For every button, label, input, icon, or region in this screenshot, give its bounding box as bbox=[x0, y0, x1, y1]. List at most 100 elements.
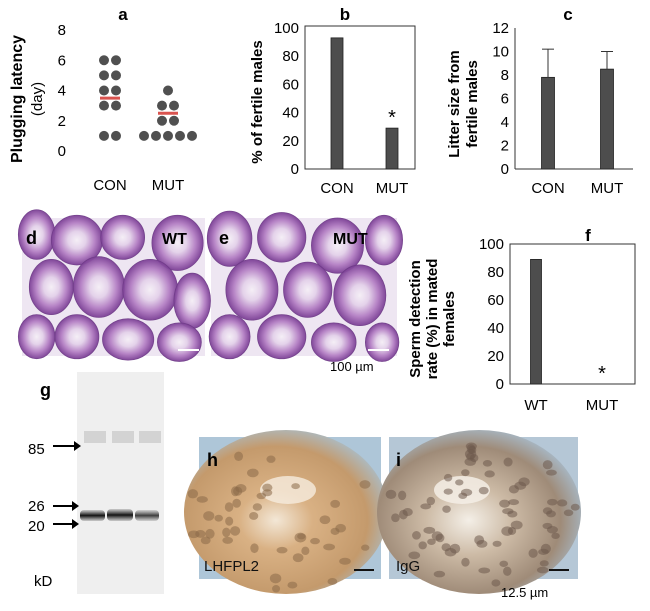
cell-nucleus bbox=[442, 505, 451, 513]
cell-nucleus bbox=[272, 585, 281, 593]
seminiferous-tubule bbox=[333, 264, 387, 327]
chart-b-frame bbox=[304, 25, 416, 170]
seminiferous-tubule bbox=[54, 314, 100, 360]
seminiferous-tubule bbox=[173, 272, 211, 329]
chart-a-point bbox=[99, 100, 109, 111]
chart-b-ytick: 20 bbox=[282, 133, 299, 150]
cell-nucleus bbox=[484, 470, 495, 478]
cell-nucleus bbox=[398, 490, 407, 501]
cell-nucleus bbox=[546, 510, 556, 518]
cell-nucleus bbox=[339, 557, 351, 565]
seminiferous-tubule bbox=[151, 214, 204, 271]
cell-nucleus bbox=[222, 536, 234, 544]
micrograph-e-label: MUT bbox=[333, 231, 368, 248]
panel-label-e: e bbox=[219, 228, 229, 248]
cell-nucleus bbox=[292, 553, 304, 563]
cell-nucleus bbox=[423, 526, 436, 534]
cell-nucleus bbox=[310, 537, 320, 545]
cell-nucleus bbox=[200, 536, 211, 545]
blot-marker-85: 85 bbox=[28, 441, 45, 458]
micrograph-d: d WT bbox=[17, 209, 211, 362]
cell-nucleus bbox=[528, 548, 538, 558]
seminiferous-tubule bbox=[206, 210, 253, 267]
seminiferous-tubule bbox=[208, 314, 251, 360]
cell-nucleus bbox=[297, 533, 306, 540]
cell-nucleus bbox=[443, 488, 453, 495]
chart-b-ytick: 100 bbox=[274, 20, 299, 37]
cell-nucleus bbox=[230, 526, 241, 536]
arrow-20-icon bbox=[72, 519, 79, 529]
chart-a-ytick: 0 bbox=[58, 143, 66, 160]
cell-nucleus bbox=[327, 577, 338, 585]
cell-nucleus bbox=[399, 509, 408, 520]
blot-marker-20: 20 bbox=[28, 518, 45, 535]
cell-nucleus bbox=[291, 483, 300, 490]
western-blot-g: g 85 26 20 kD bbox=[28, 372, 164, 594]
blot-band-lane3 bbox=[135, 510, 159, 521]
chart-a-point bbox=[99, 70, 109, 81]
cell-nucleus bbox=[539, 560, 549, 567]
cell-nucleus bbox=[323, 543, 336, 551]
chart-c-bar bbox=[600, 68, 614, 170]
chart-a-point bbox=[187, 130, 197, 141]
cell-nucleus bbox=[536, 566, 549, 574]
chart-f-ytick: 100 bbox=[479, 236, 504, 253]
cell-nucleus bbox=[468, 445, 477, 455]
chart-b: b % of fertile males 0 20 40 60 80 100 * CON M… bbox=[249, 5, 416, 197]
cell-nucleus bbox=[499, 499, 511, 508]
chart-c-xtick: MUT bbox=[591, 180, 624, 197]
chart-a-point bbox=[163, 85, 173, 96]
chart-f-ylabel-line2: rate (%) in mated bbox=[424, 259, 441, 380]
chart-c-ytick: 6 bbox=[501, 91, 509, 108]
chart-f-ytick: 0 bbox=[496, 376, 504, 393]
panel-label-i: i bbox=[396, 450, 401, 470]
seminiferous-tubule bbox=[311, 322, 357, 362]
chart-f-ytick: 80 bbox=[487, 264, 504, 281]
chart-b-annotation: * bbox=[388, 107, 396, 129]
cell-nucleus bbox=[330, 499, 341, 508]
chart-b-ytick: 80 bbox=[282, 48, 299, 65]
cell-nucleus bbox=[266, 455, 276, 463]
seminiferous-tubule bbox=[257, 314, 307, 360]
cell-nucleus bbox=[461, 469, 470, 477]
chart-b-ytick: 40 bbox=[282, 105, 299, 122]
panel-label-f: f bbox=[585, 226, 591, 245]
chart-a-xtick: MUT bbox=[152, 177, 185, 194]
cell-nucleus bbox=[507, 510, 518, 518]
chart-a-xtick: CON bbox=[93, 177, 126, 194]
chart-c-ytick: 10 bbox=[492, 44, 509, 61]
cell-nucleus bbox=[491, 579, 501, 587]
chart-b-bar bbox=[330, 37, 344, 170]
cell-nucleus bbox=[231, 486, 240, 497]
panel-label-h: h bbox=[207, 450, 218, 470]
chart-b-bar bbox=[385, 127, 399, 170]
cell-nucleus bbox=[540, 543, 551, 554]
seminiferous-tubule bbox=[100, 214, 146, 260]
micrograph-d-label: WT bbox=[162, 231, 187, 248]
chart-c-ytick: 12 bbox=[492, 20, 509, 37]
chart-a-ytick: 4 bbox=[58, 83, 66, 100]
chart-f-ylabel-line1: Sperm detection bbox=[407, 260, 424, 378]
chart-a-point bbox=[99, 85, 109, 96]
cell-nucleus bbox=[252, 503, 263, 511]
chart-f-xtick: WT bbox=[524, 397, 547, 414]
chart-a-point bbox=[157, 100, 167, 111]
chart-f-ytick: 20 bbox=[487, 348, 504, 365]
cell-nucleus bbox=[461, 557, 470, 567]
cell-nucleus bbox=[391, 513, 400, 523]
chart-f-ytick: 60 bbox=[487, 292, 504, 309]
arrow-26-icon bbox=[72, 501, 79, 511]
cell-nucleus bbox=[503, 457, 513, 467]
chart-a-ytick: 6 bbox=[58, 52, 66, 69]
chart-f-annotation: * bbox=[598, 363, 606, 385]
chart-a-point bbox=[163, 130, 173, 141]
cell-nucleus bbox=[492, 540, 502, 547]
chart-b-ytick: 60 bbox=[282, 76, 299, 93]
chart-a-point bbox=[151, 130, 161, 141]
cell-nucleus bbox=[205, 528, 215, 539]
chart-a-point bbox=[157, 115, 167, 126]
chart-a-point bbox=[99, 55, 109, 66]
chart-c-ytick: 8 bbox=[501, 67, 509, 84]
cell-nucleus bbox=[542, 460, 553, 470]
seminiferous-tubule bbox=[28, 258, 74, 315]
